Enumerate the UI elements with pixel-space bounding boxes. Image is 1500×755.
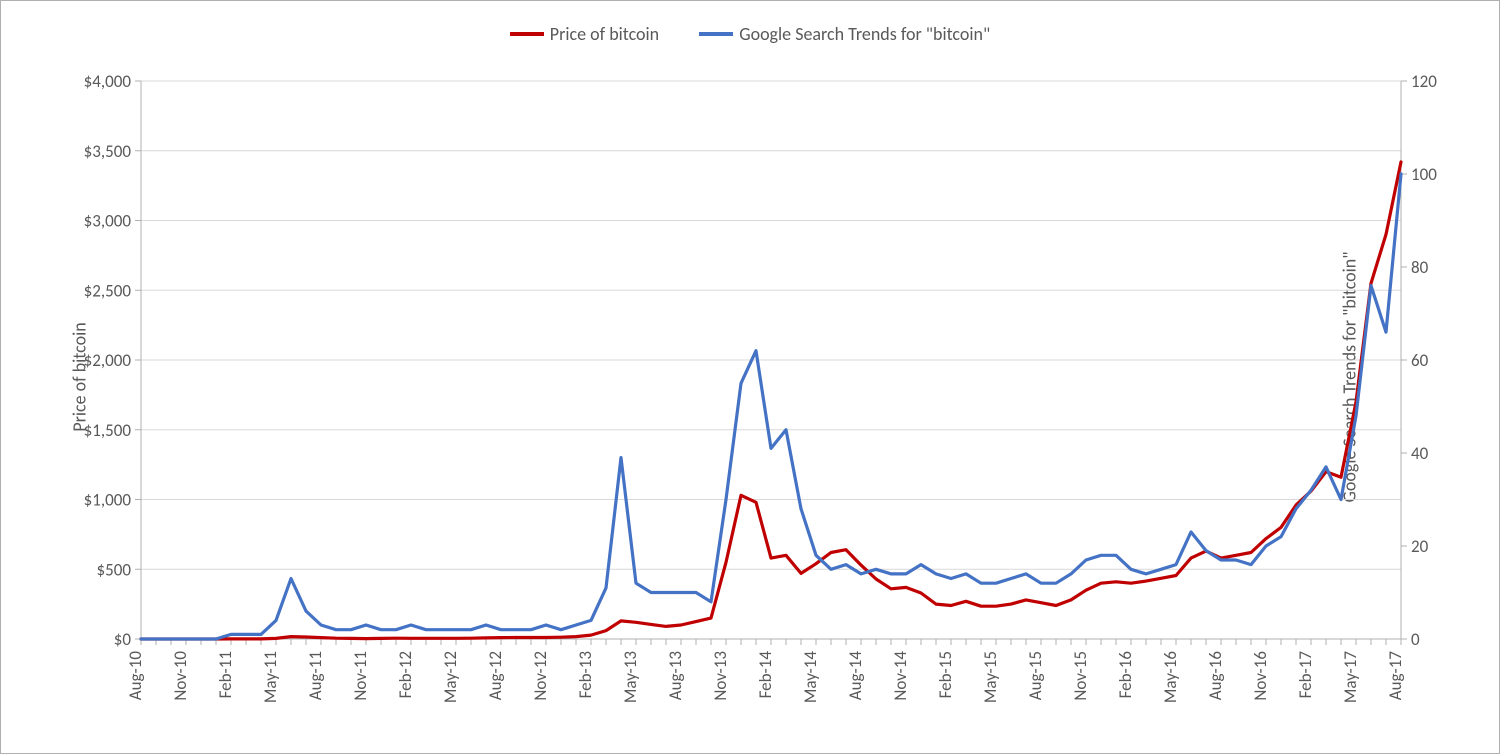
svg-text:Feb-16: Feb-16 [1115,651,1136,699]
chart-frame: Price of bitcoin Google Search Trends fo… [0,0,1500,754]
svg-text:80: 80 [1411,257,1429,278]
svg-text:Feb-13: Feb-13 [575,651,596,698]
svg-text:$0: $0 [114,629,132,650]
svg-text:Feb-11: Feb-11 [215,651,236,698]
svg-text:Nov-13: Nov-13 [710,651,731,701]
svg-text:120: 120 [1411,71,1437,92]
svg-text:Aug-13: Aug-13 [665,651,686,700]
svg-text:Feb-15: Feb-15 [935,651,956,698]
svg-text:100: 100 [1411,164,1437,185]
svg-text:$1,000: $1,000 [84,490,132,511]
svg-text:60: 60 [1411,350,1429,371]
svg-text:Nov-12: Nov-12 [530,651,551,701]
svg-text:Nov-10: Nov-10 [170,651,191,701]
svg-text:May-17: May-17 [1340,651,1361,704]
svg-text:$500: $500 [97,559,132,580]
svg-text:$1,500: $1,500 [84,420,132,441]
svg-text:Nov-16: Nov-16 [1250,651,1271,701]
svg-text:May-16: May-16 [1160,651,1181,704]
svg-text:Aug-12: Aug-12 [485,651,506,700]
svg-text:Aug-17: Aug-17 [1385,651,1406,701]
svg-text:Aug-16: Aug-16 [1205,651,1226,701]
svg-text:Aug-15: Aug-15 [1025,651,1046,700]
svg-text:Nov-11: Nov-11 [350,651,371,701]
svg-text:Aug-11: Aug-11 [305,651,326,700]
svg-text:Feb-14: Feb-14 [755,651,776,699]
svg-text:20: 20 [1411,536,1429,557]
svg-text:$2,000: $2,000 [84,350,132,371]
svg-text:$3,000: $3,000 [84,211,132,232]
svg-text:$3,500: $3,500 [84,141,132,162]
svg-text:May-11: May-11 [260,651,281,703]
svg-text:Aug-10: Aug-10 [125,651,146,701]
svg-text:$4,000: $4,000 [84,71,132,92]
svg-text:May-14: May-14 [800,651,821,704]
svg-text:Nov-14: Nov-14 [890,651,911,701]
plot-area: $0 $500 $1,000 $1,500 $2,000 $2,500 $3,000 $3,5… [1,1,1500,755]
svg-text:Nov-15: Nov-15 [1070,651,1091,701]
svg-text:May-13: May-13 [620,651,641,703]
svg-text:Aug-14: Aug-14 [845,651,866,701]
svg-text:Feb-17: Feb-17 [1295,651,1316,699]
svg-text:May-12: May-12 [440,651,461,703]
svg-text:0: 0 [1411,629,1420,650]
svg-text:$2,500: $2,500 [84,280,132,301]
svg-text:Feb-12: Feb-12 [395,651,416,698]
svg-text:May-15: May-15 [980,651,1001,703]
svg-text:40: 40 [1411,443,1429,464]
